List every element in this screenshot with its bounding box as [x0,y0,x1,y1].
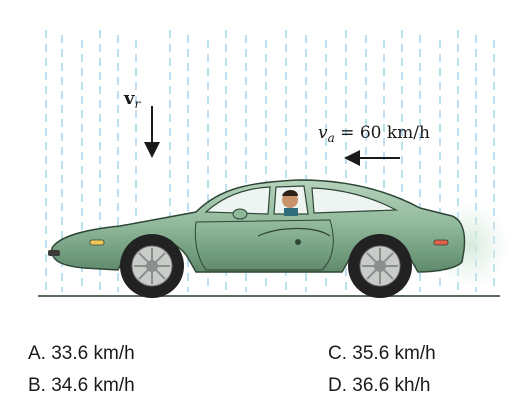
car-velocity-subscript: a [328,131,335,145]
front-wheel [120,234,184,298]
door-handle [295,239,301,245]
rear-wheel [348,234,412,298]
rain-car-figure: vr va = 60 km/h [0,0,512,320]
side-mirror [233,209,247,219]
rain-velocity-symbol: v [123,88,135,109]
rear-light [434,240,448,245]
choice-b[interactable]: B. 34.6 km/h [28,375,135,397]
rain-velocity-subscript: r [134,97,141,111]
choice-d[interactable]: D. 36.6 kh/h [328,375,430,397]
car-velocity-label: va = 60 km/h [318,123,430,145]
car-velocity-value: = 60 km/h [335,123,430,143]
car-velocity-symbol: v [318,123,328,143]
car [48,180,465,298]
rain-velocity-label: vr [123,88,141,111]
front-light [90,240,104,245]
choice-a[interactable]: A. 33.6 km/h [28,343,135,365]
choice-c[interactable]: C. 35.6 km/h [328,343,436,365]
front-bumper [48,250,60,256]
driver [282,190,298,216]
